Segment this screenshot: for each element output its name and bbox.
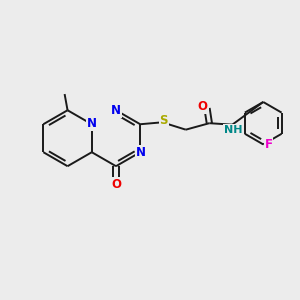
Text: O: O [198, 100, 208, 113]
Text: F: F [265, 138, 272, 151]
Text: S: S [160, 114, 168, 127]
Text: N: N [136, 146, 146, 159]
Text: N: N [87, 117, 98, 130]
Text: O: O [111, 178, 121, 191]
Text: N: N [111, 104, 121, 117]
Text: NH: NH [224, 125, 242, 135]
